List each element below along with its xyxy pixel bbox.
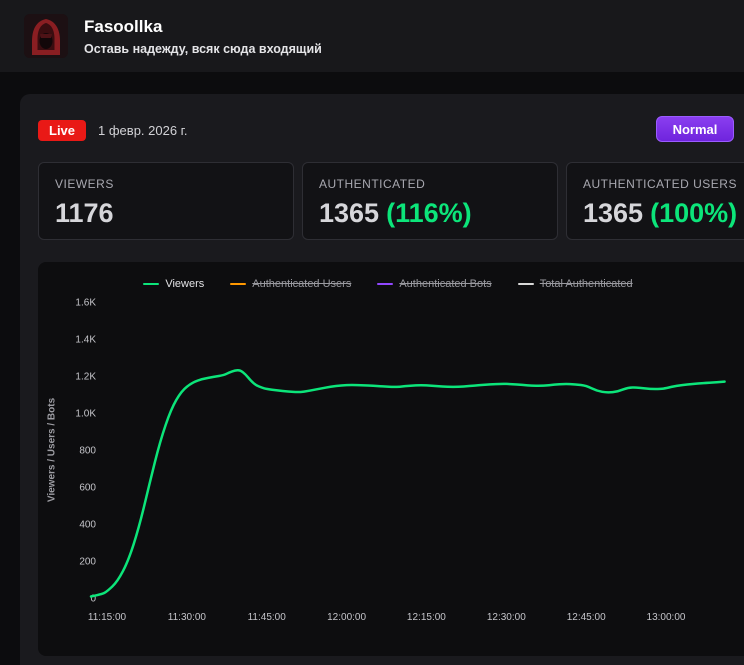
stat-percent: (100%) xyxy=(650,198,738,228)
normal-mode-button[interactable]: Normal xyxy=(656,116,734,142)
legend-dash-icon xyxy=(377,283,394,285)
channel-header: Fasoollka Оставь надежду, всяк сюда вход… xyxy=(0,0,744,72)
chart-legend: Viewers Authenticated Users Authenticated … xyxy=(38,278,738,290)
y-axis-label: Viewers / Users / Bots xyxy=(46,397,58,503)
y-tick-label: 1.6K xyxy=(75,298,96,309)
live-badge: Live xyxy=(38,119,87,141)
x-tick-label: 12:30:00 xyxy=(487,612,526,623)
stat-label: AUTHENTICATED xyxy=(319,177,426,191)
stat-percent: (116%) xyxy=(386,198,472,228)
legend-label: Viewers xyxy=(165,278,205,290)
main-panel: Live 1 февр. 2026 г. Normal VIEWERS 1176… xyxy=(20,94,744,665)
legend-label: Authenticated Bots xyxy=(399,278,492,290)
stat-value: 1176 xyxy=(55,198,114,228)
stat-card-authenticated-users: AUTHENTICATED USERS 1365 (100%) xyxy=(566,162,744,240)
x-tick-label: 11:45:00 xyxy=(248,612,287,623)
x-tick-label: 11:30:00 xyxy=(168,612,207,623)
legend-item-viewers[interactable]: Viewers xyxy=(143,278,204,290)
chart-canvas[interactable]: 0 200 400 600 800 1.0K 1.2K 1.4K 1.6K 11:15:00 11:… xyxy=(38,262,744,656)
y-tick-label: 800 xyxy=(79,446,96,457)
x-tick-label: 13:00:00 xyxy=(647,612,686,623)
y-tick-label: 0 xyxy=(90,594,96,605)
legend-dash-icon xyxy=(143,283,160,285)
channel-title: Fasoollka xyxy=(84,16,163,36)
y-tick-label: 1.4K xyxy=(75,335,96,346)
legend-dash-icon xyxy=(230,283,247,285)
channel-subtitle: Оставь надежду, всяк сюда входящий xyxy=(84,41,322,56)
channel-avatar[interactable] xyxy=(24,14,68,58)
legend-item-authenticated-bots[interactable]: Authenticated Bots xyxy=(377,278,492,290)
stat-card-authenticated: AUTHENTICATED 1365 (116%) xyxy=(302,162,558,240)
y-tick-label: 1.0K xyxy=(75,409,96,420)
x-tick-label: 12:45:00 xyxy=(567,612,606,623)
stream-date: 1 февр. 2026 г. xyxy=(98,122,188,138)
stat-label: AUTHENTICATED USERS xyxy=(583,177,737,191)
toolbar: Live 1 февр. 2026 г. Normal xyxy=(38,116,744,144)
legend-label: Total Authenticated xyxy=(539,278,633,290)
stat-value: 1365 xyxy=(319,198,380,228)
y-tick-label: 1.2K xyxy=(75,372,96,383)
y-tick-label: 200 xyxy=(79,557,96,568)
legend-label: Authenticated Users xyxy=(252,278,352,290)
stat-label: VIEWERS xyxy=(55,177,114,191)
legend-item-total-authenticated[interactable]: Total Authenticated xyxy=(517,278,633,290)
x-tick-label: 11:15:00 xyxy=(88,612,127,623)
x-tick-label: 12:00:00 xyxy=(327,612,366,623)
legend-item-authenticated-users[interactable]: Authenticated Users xyxy=(230,278,351,290)
avatar-image xyxy=(24,14,68,58)
channel-info: Fasoollka Оставь надежду, всяк сюда вход… xyxy=(84,17,322,56)
stats-row: VIEWERS 1176 AUTHENTICATED 1365 (116%) AU… xyxy=(38,162,744,240)
stat-card-viewers: VIEWERS 1176 xyxy=(38,162,294,240)
x-tick-label: 12:15:00 xyxy=(407,612,446,623)
viewers-line xyxy=(89,369,726,598)
y-tick-label: 600 xyxy=(79,483,96,494)
stat-value: 1365 xyxy=(583,198,644,228)
viewers-chart-panel: Viewers Authenticated Users Authenticated … xyxy=(38,262,744,656)
legend-dash-icon xyxy=(517,283,534,285)
y-tick-label: 400 xyxy=(79,520,96,531)
